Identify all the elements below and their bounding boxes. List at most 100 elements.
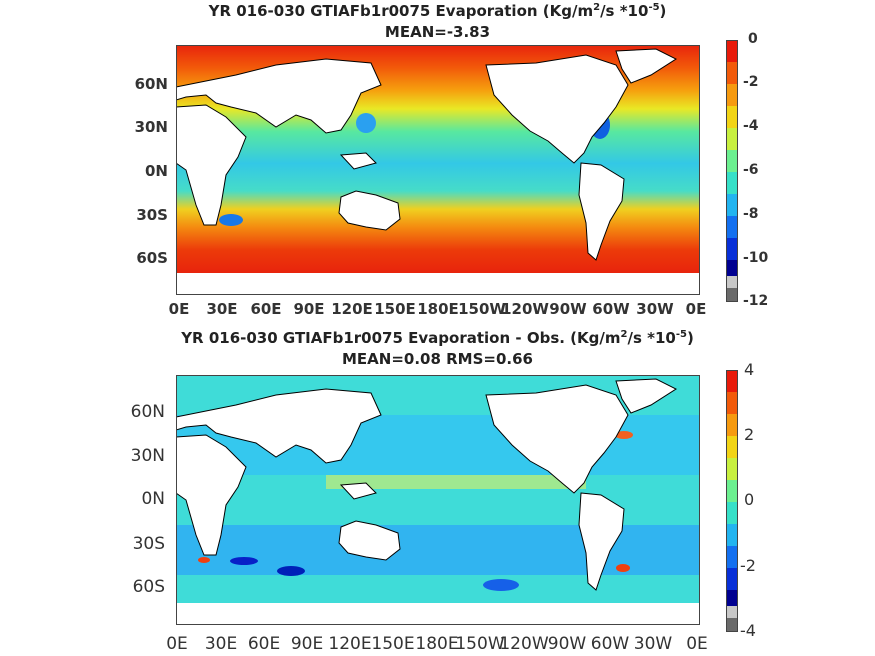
top-xtick-0e-end: 0E bbox=[685, 300, 707, 318]
top-cb-s11 bbox=[726, 260, 738, 276]
bottom-land-greenland bbox=[615, 378, 678, 414]
bottom-anomaly-south bbox=[277, 566, 305, 576]
bottom-cb-s2 bbox=[726, 392, 738, 414]
top-ytick-30n: 30N bbox=[134, 118, 168, 136]
top-cb-s7 bbox=[726, 172, 738, 194]
bottom-xtick-150e: 150E bbox=[371, 634, 415, 654]
top-cb-tick-0: 0 bbox=[748, 31, 758, 47]
bottom-cb-s9 bbox=[726, 546, 738, 568]
bottom-title: YR 016-030 GTIAFb1r0075 Evaporation - Ob… bbox=[181, 329, 694, 347]
bottom-colorbar bbox=[726, 370, 738, 632]
top-ytick-60n: 60N bbox=[134, 75, 168, 93]
bottom-anomaly-indian bbox=[230, 557, 258, 565]
top-below-60s-white bbox=[176, 273, 700, 295]
top-map bbox=[176, 45, 700, 295]
bottom-land-africa bbox=[176, 434, 247, 556]
bottom-cb-s7 bbox=[726, 502, 738, 524]
top-cb-tick-m6: -6 bbox=[743, 162, 759, 178]
bottom-xtick-0e-end: 0E bbox=[686, 634, 708, 654]
bottom-xtick-0e: 0E bbox=[166, 634, 188, 654]
top-subtitle: MEAN=-3.83 bbox=[384, 23, 491, 41]
bottom-cb-tick-2: 2 bbox=[744, 425, 755, 444]
top-cb-s3 bbox=[726, 84, 738, 106]
top-cb-s10 bbox=[726, 238, 738, 260]
top-xtick-150e: 150E bbox=[374, 300, 416, 318]
bottom-plot-frame bbox=[176, 375, 700, 625]
top-kuroshio-blue bbox=[356, 113, 376, 133]
bottom-xtick-60e: 60E bbox=[247, 634, 281, 654]
bottom-cb-s3 bbox=[726, 414, 738, 436]
bottom-xtick-180e: 180E bbox=[415, 634, 459, 654]
bottom-subtitle: MEAN=0.08 RMS=0.66 bbox=[342, 350, 533, 368]
bottom-cb-frame bbox=[726, 370, 738, 632]
bottom-xtick-150w: 150W bbox=[455, 634, 505, 654]
top-cb-s6 bbox=[726, 150, 738, 172]
bottom-cb-tick-m2: -2 bbox=[740, 556, 756, 575]
bottom-anomaly-gulfstream bbox=[615, 431, 633, 439]
bottom-cb-s5 bbox=[726, 458, 738, 480]
top-land-eurasia bbox=[176, 58, 382, 134]
bottom-ytick-60s: 60S bbox=[132, 577, 165, 597]
top-cb-s1 bbox=[726, 40, 738, 62]
bottom-cb-tick-m4: -4 bbox=[740, 621, 756, 640]
top-continents bbox=[176, 48, 678, 261]
top-colorbar bbox=[726, 40, 738, 302]
top-xtick-60w: 60W bbox=[592, 300, 630, 318]
bottom-xtick-30e: 30E bbox=[204, 634, 238, 654]
bottom-cb-s11 bbox=[726, 590, 738, 606]
bottom-land-south-america bbox=[578, 492, 625, 591]
bottom-cb-s4 bbox=[726, 436, 738, 458]
bottom-below-60s-white bbox=[176, 603, 700, 625]
bottom-cb-s12 bbox=[726, 606, 738, 618]
bottom-anomaly-agulhas bbox=[198, 557, 210, 563]
top-cb-s8 bbox=[726, 194, 738, 216]
top-land-north-america bbox=[485, 54, 629, 164]
bottom-xtick-120w: 120W bbox=[499, 634, 549, 654]
top-title: YR 016-030 GTIAFb1r0075 Evaporation (Kg/… bbox=[208, 2, 667, 20]
top-xtick-30w: 30W bbox=[636, 300, 674, 318]
top-cb-frame bbox=[726, 40, 738, 302]
bottom-anomaly-pacific-south bbox=[483, 579, 519, 591]
top-xtick-90w: 90W bbox=[549, 300, 587, 318]
bottom-land-eurasia bbox=[176, 388, 382, 464]
top-cb-s5 bbox=[726, 128, 738, 150]
bottom-anomaly-malvinas bbox=[616, 564, 630, 572]
bottom-ytick-30n: 30N bbox=[130, 446, 165, 466]
top-xtick-60e: 60E bbox=[250, 300, 282, 318]
top-xtick-120e: 120E bbox=[331, 300, 373, 318]
top-cb-s2 bbox=[726, 62, 738, 84]
bottom-ytick-60n: 60N bbox=[130, 402, 165, 422]
bottom-land-maritime bbox=[339, 482, 377, 500]
top-land-maritime bbox=[339, 152, 377, 170]
top-ytick-60s: 60S bbox=[136, 249, 168, 267]
top-plot-frame bbox=[176, 45, 700, 295]
bottom-band-tropics bbox=[326, 475, 586, 489]
top-agulhas-blue bbox=[219, 214, 243, 226]
bottom-xtick-120e: 120E bbox=[328, 634, 372, 654]
bottom-cb-tick-4: 4 bbox=[744, 360, 755, 379]
bottom-ytick-30s: 30S bbox=[132, 534, 165, 554]
bottom-xtick-90e: 90E bbox=[290, 634, 324, 654]
top-cb-s12 bbox=[726, 276, 738, 288]
top-xtick-180e: 180E bbox=[417, 300, 459, 318]
bottom-cb-s10 bbox=[726, 568, 738, 590]
bottom-land-north-america bbox=[485, 384, 629, 494]
top-ytick-0n: 0N bbox=[145, 162, 168, 180]
bottom-xtick-60w: 60W bbox=[590, 634, 630, 654]
top-land-south-america bbox=[578, 162, 625, 261]
bottom-xtick-90w: 90W bbox=[547, 634, 587, 654]
top-land-africa bbox=[176, 104, 247, 226]
top-cb-tick-m4: -4 bbox=[743, 118, 759, 134]
top-cb-s4 bbox=[726, 106, 738, 128]
bottom-cb-s8 bbox=[726, 524, 738, 546]
bottom-cb-s13 bbox=[726, 618, 738, 632]
top-cb-s9 bbox=[726, 216, 738, 238]
bottom-cb-s1 bbox=[726, 370, 738, 392]
bottom-land-australia bbox=[338, 520, 401, 561]
bottom-continents bbox=[176, 378, 678, 591]
top-cb-tick-m2: -2 bbox=[743, 74, 759, 90]
bottom-xtick-30w: 30W bbox=[633, 634, 673, 654]
top-cb-s13 bbox=[726, 288, 738, 302]
top-xtick-120w: 120W bbox=[501, 300, 549, 318]
top-cb-tick-m12: -12 bbox=[743, 293, 769, 309]
